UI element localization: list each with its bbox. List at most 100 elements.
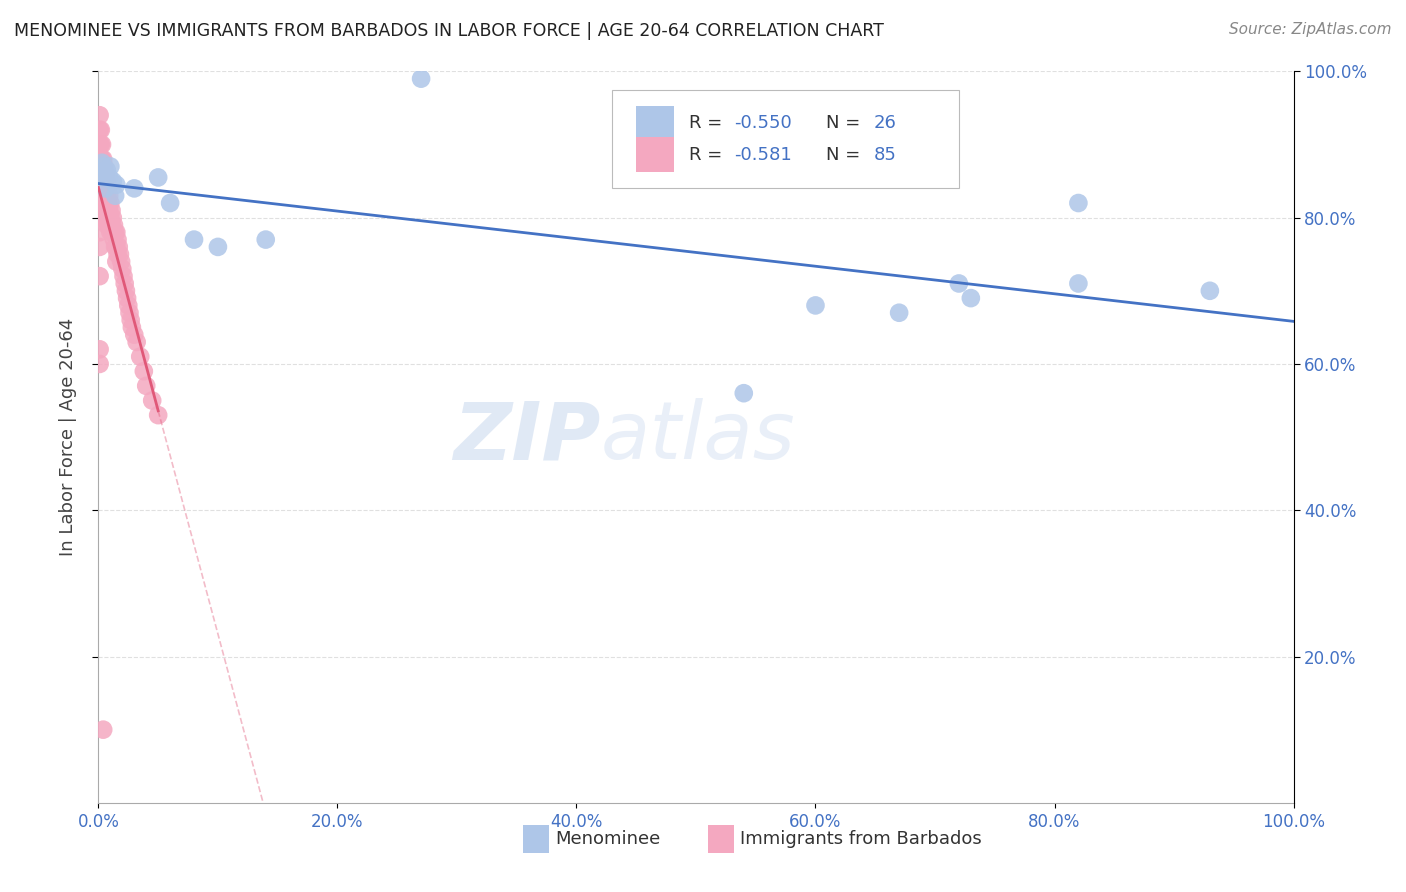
Point [98,218,121,232]
Point [96,188,118,202]
Point [115,284,138,298]
Point [98,225,122,239]
Text: R =: R = [689,114,728,132]
Point [94,167,117,181]
Point [91,196,114,211]
Point [97,181,120,195]
Point [89,211,111,225]
Text: atlas: atlas [600,398,796,476]
Point [96,218,118,232]
Point [96,203,118,218]
Point [1067,196,1090,211]
Point [1067,277,1090,291]
Point [107,240,129,254]
Point [89,108,111,122]
Point [96,174,118,188]
Point [90,211,112,225]
Point [125,334,148,349]
Text: N =: N = [827,145,866,164]
Point [89,343,111,357]
Point [91,167,114,181]
Text: Immigrants from Barbados: Immigrants from Barbados [740,830,981,848]
Point [90,137,112,152]
FancyBboxPatch shape [709,825,734,853]
Point [804,298,827,312]
Point [90,123,112,137]
Text: MENOMINEE VS IMMIGRANTS FROM BARBADOS IN LABOR FORCE | AGE 20-64 CORRELATION CHA: MENOMINEE VS IMMIGRANTS FROM BARBADOS IN… [14,22,884,40]
Point [91,211,114,225]
Point [91,196,114,211]
Point [98,196,122,211]
Point [89,225,111,239]
Point [733,386,755,401]
Point [101,225,124,239]
Point [98,160,122,174]
Point [207,240,229,254]
Point [129,350,152,364]
Point [91,723,114,737]
Point [91,211,114,225]
Point [91,167,114,181]
Text: Source: ZipAtlas.com: Source: ZipAtlas.com [1229,22,1392,37]
Point [91,156,114,170]
Text: Menominee: Menominee [555,830,661,848]
Point [91,152,114,166]
Point [91,137,114,152]
Point [98,170,121,185]
Point [89,137,111,152]
Text: 26: 26 [875,114,897,132]
Point [105,225,128,239]
Point [101,174,124,188]
Point [108,247,131,261]
Point [118,306,141,320]
Point [93,174,115,188]
Text: N =: N = [827,114,866,132]
Point [93,203,115,218]
Point [89,181,111,195]
Point [115,291,138,305]
Point [91,181,114,195]
Point [159,196,181,211]
Point [89,240,111,254]
Text: -0.581: -0.581 [734,145,792,164]
Point [183,233,205,247]
Point [97,211,120,225]
Point [103,233,125,247]
Point [124,327,146,342]
Text: 85: 85 [875,145,897,164]
Point [91,160,114,174]
Point [89,357,111,371]
Point [89,123,111,137]
Point [112,269,135,284]
Point [148,408,170,422]
Point [110,254,132,268]
Point [104,188,127,202]
Point [101,211,124,225]
Y-axis label: In Labor Force | Age 20-64: In Labor Force | Age 20-64 [59,318,77,557]
Point [93,160,115,174]
Point [124,181,146,195]
Point [89,269,111,284]
Point [96,163,118,178]
Point [98,211,122,225]
Text: ZIP: ZIP [453,398,600,476]
Point [105,178,128,192]
Point [948,277,970,291]
Point [91,152,114,166]
Point [98,203,121,218]
Point [90,196,112,211]
Point [114,277,136,291]
Point [100,218,122,232]
Point [107,247,129,261]
Point [104,240,127,254]
Point [93,170,115,185]
Point [90,181,112,195]
Point [103,218,125,232]
Point [90,167,112,181]
Point [98,188,121,202]
Point [91,181,114,195]
Point [94,181,117,195]
Point [105,240,128,254]
Point [121,320,143,334]
FancyBboxPatch shape [613,90,959,188]
